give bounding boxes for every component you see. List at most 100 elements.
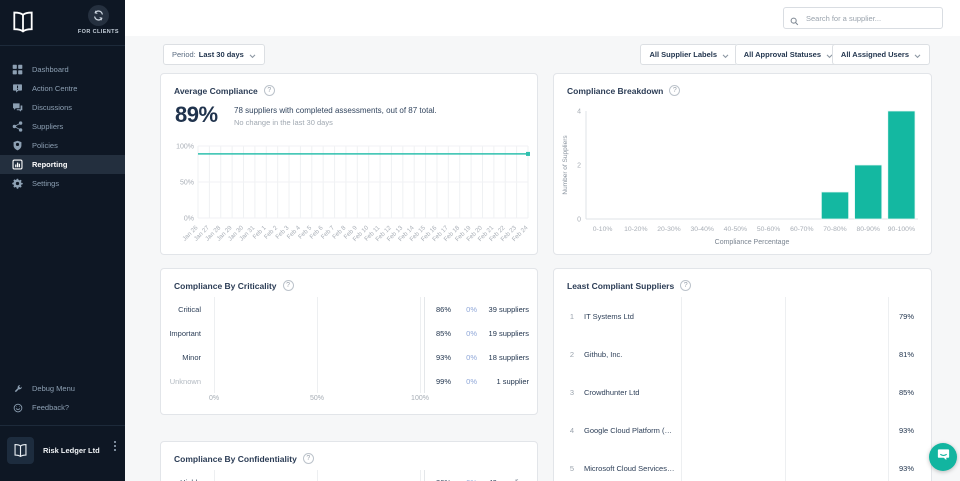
svg-text:Feb 2: Feb 2	[263, 224, 280, 241]
sidebar-item-suppliers[interactable]: Suppliers	[0, 117, 125, 136]
svg-text:Jan 30: Jan 30	[227, 224, 245, 242]
alert-bubble-icon	[12, 83, 23, 94]
sidebar-item-reporting[interactable]: Reporting	[0, 155, 125, 174]
change-percentage: 0%	[466, 329, 477, 338]
compliance-percentage: 93%	[898, 464, 914, 473]
svg-text:Feb 6: Feb 6	[308, 224, 325, 241]
svg-text:Feb 8: Feb 8	[331, 224, 348, 241]
average-compliance-value: 89%	[175, 102, 218, 127]
sidebar-item-label: Discussions	[32, 103, 73, 112]
average-compliance-subtitle: 78 suppliers with completed assessments,…	[234, 106, 437, 115]
supplier-count: 19 suppliers	[488, 329, 529, 338]
help-icon[interactable]: ?	[282, 280, 294, 291]
svg-text:30-40%: 30-40%	[690, 226, 713, 233]
supplier-name: Google Cloud Platform (GCP)	[584, 426, 676, 435]
supplier-name: Microsoft Cloud Services (O...	[584, 464, 676, 473]
supplier-row-crowdhunter-ltd[interactable]: 3 Crowdhunter Ltd 85%	[554, 373, 931, 411]
svg-text:Feb 15: Feb 15	[408, 224, 427, 243]
change-percentage: 0%	[466, 377, 477, 386]
svg-text:Jan 29: Jan 29	[215, 224, 233, 242]
assigned-users-filter-label: All Assigned Users	[840, 50, 909, 59]
compliance-percentage: 99%	[435, 377, 451, 386]
help-icon[interactable]: ?	[302, 453, 314, 464]
svg-text:Feb 10: Feb 10	[352, 224, 371, 243]
svg-text:Feb 21: Feb 21	[477, 224, 496, 243]
sidebar-item-feedback[interactable]: Feedback?	[0, 398, 125, 417]
svg-text:Feb 11: Feb 11	[363, 224, 382, 243]
compliance-row-important: Important 85% 0% 19 suppliers	[161, 321, 537, 345]
sidebar-header: FOR CLIENTS	[0, 0, 125, 46]
svg-text:Feb 7: Feb 7	[320, 224, 337, 241]
search-input[interactable]	[783, 7, 943, 29]
bar-track	[214, 378, 420, 385]
sidebar-item-label: Policies	[32, 141, 58, 150]
bar-track	[214, 354, 420, 361]
sidebar-item-debug-menu[interactable]: Debug Menu	[0, 379, 125, 398]
svg-text:Feb 9: Feb 9	[343, 224, 360, 241]
help-icon[interactable]: ?	[263, 85, 275, 96]
criticality-rows: Critical 86% 0% 39 suppliers Important 85% 0% 1…	[161, 297, 537, 393]
svg-text:Jan 26: Jan 26	[181, 224, 199, 242]
x-axis-tick: 0%	[208, 395, 220, 402]
period-filter-button[interactable]: Period: Last 30 days	[163, 44, 265, 65]
sidebar-item-action-centre[interactable]: Action Centre	[0, 79, 125, 98]
gear-icon	[12, 178, 23, 189]
compliance-row-minor: Minor 93% 0% 18 suppliers	[161, 345, 537, 369]
sidebar-item-label: Suppliers	[32, 122, 64, 131]
org-switcher[interactable]: Risk Ledger Ltd	[0, 425, 125, 475]
supplier-search	[783, 7, 943, 29]
supplier-row-microsoft-cloud-services-o[interactable]: 5 Microsoft Cloud Services (O... 93%	[554, 449, 931, 481]
org-menu-kebab-icon[interactable]	[114, 441, 116, 451]
compliance-row-highly-confidential: Highly Confidential 86%0%49 suppliers	[161, 470, 537, 481]
svg-text:80-90%: 80-90%	[856, 226, 879, 233]
help-icon[interactable]: ?	[669, 85, 681, 96]
compliance-row-critical: Critical 86% 0% 39 suppliers	[161, 297, 537, 321]
supplier-row-it-systems-ltd[interactable]: 1 IT Systems Ltd 79%	[554, 297, 931, 335]
gridline	[214, 470, 215, 481]
help-icon[interactable]: ?	[680, 280, 692, 291]
smiley-icon	[12, 402, 23, 413]
supplier-rank: 2	[569, 350, 574, 359]
bar-track	[681, 465, 888, 472]
card-title: Least Compliant Suppliers ?	[567, 280, 692, 291]
svg-text:2: 2	[577, 163, 581, 170]
supplier-labels-filter-button[interactable]: All Supplier Labels	[640, 44, 738, 65]
sidebar-item-label: Debug Menu	[32, 384, 75, 393]
change-percentage: 0%	[445, 478, 477, 481]
sidebar: FOR CLIENTS Dashboard Action Centre Discus…	[0, 0, 125, 481]
svg-text:Feb 20: Feb 20	[465, 224, 484, 243]
compliance-percentage: 85%	[898, 388, 914, 397]
bar-track	[681, 351, 888, 358]
supplier-row-github-inc[interactable]: 2 Github, Inc. 81%	[554, 335, 931, 373]
sync-icon[interactable]	[87, 5, 109, 26]
row-label: Unknown	[169, 377, 201, 386]
average-compliance-card: Average Compliance ? 89% 78 suppliers wi…	[160, 73, 538, 255]
card-title: Compliance By Criticality ?	[174, 280, 294, 291]
supplier-name: Github, Inc.	[584, 350, 623, 359]
card-title: Compliance By Confidentiality ?	[174, 453, 314, 464]
svg-text:Feb 17: Feb 17	[431, 224, 450, 243]
chat-launcher-button[interactable]	[929, 443, 957, 471]
sidebar-item-settings[interactable]: Settings	[0, 174, 125, 193]
sidebar-item-policies[interactable]: Policies	[0, 136, 125, 155]
sidebar-item-label: Dashboard	[32, 65, 69, 74]
for-clients-label: FOR CLIENTS	[77, 29, 119, 35]
average-compliance-note: No change in the last 30 days	[234, 118, 333, 127]
gridline	[317, 470, 318, 481]
svg-text:Feb 14: Feb 14	[397, 224, 416, 243]
supplier-row-google-cloud-platform-gcp[interactable]: 4 Google Cloud Platform (GCP) 93%	[554, 411, 931, 449]
sidebar-item-dashboard[interactable]: Dashboard	[0, 60, 125, 79]
card-title: Average Compliance ?	[174, 85, 275, 96]
approval-statuses-filter-button[interactable]: All Approval Statuses	[734, 44, 842, 65]
assigned-users-filter-button[interactable]: All Assigned Users	[831, 44, 930, 65]
compliance-percentage: 86%	[413, 478, 451, 481]
top-bar	[125, 0, 960, 36]
sidebar-item-discussions[interactable]: Discussions	[0, 98, 125, 117]
sidebar-item-label: Settings	[32, 179, 60, 188]
for-clients-badge: FOR CLIENTS	[78, 5, 119, 35]
org-name: Risk Ledger Ltd	[43, 446, 100, 455]
svg-text:70-80%: 70-80%	[823, 226, 846, 233]
compliance-percentage: 81%	[898, 350, 914, 359]
sidebar-nav: Dashboard Action Centre Discussions Supplie…	[0, 46, 125, 379]
